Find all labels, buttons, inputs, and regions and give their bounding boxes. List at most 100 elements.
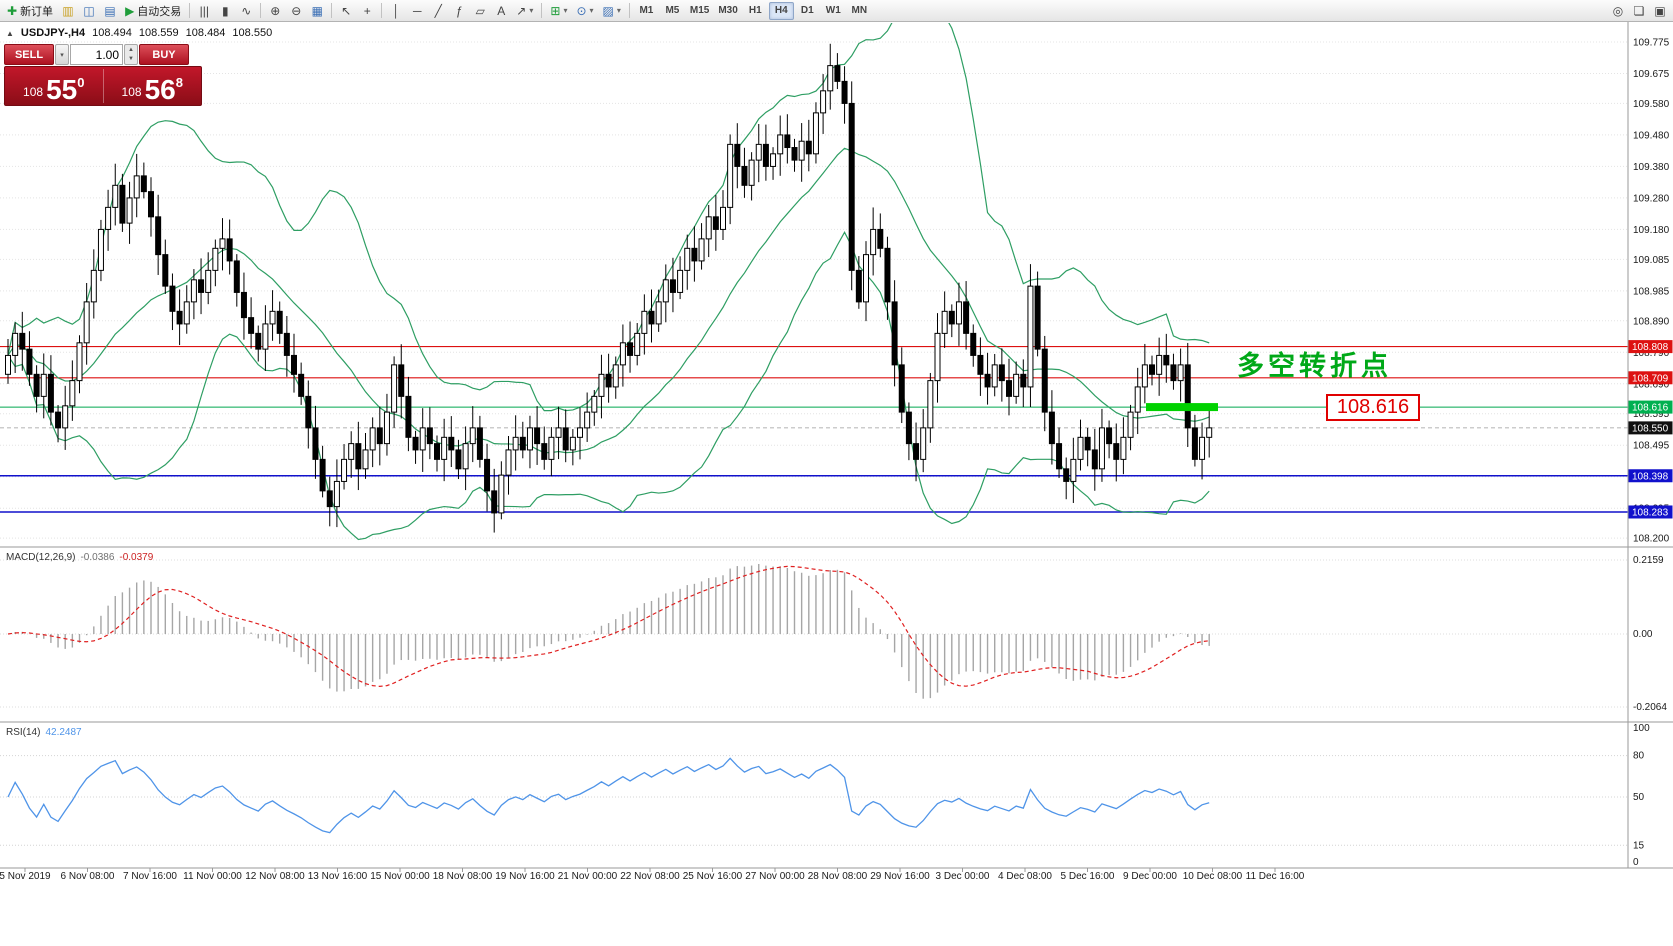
volume-stepper[interactable]: ▲ ▼ — [124, 44, 138, 65]
timeframe-h1-button[interactable]: H1 — [748, 5, 762, 16]
indicators-icon: ⊞ — [550, 3, 561, 18]
template-icon: ▨ — [602, 3, 614, 18]
turning-point-annotation: 多空转折点 — [1237, 351, 1392, 381]
timeframe-m1-button[interactable]: M1 — [639, 5, 654, 16]
level-label-108-709 — [1628, 371, 1673, 385]
cursor-button[interactable]: ↖ — [336, 2, 356, 20]
svg-text:100: 100 — [1633, 723, 1650, 734]
trendline-icon: ╱ — [434, 3, 442, 18]
timeframe-h4-button[interactable]: H4 — [768, 1, 794, 20]
chart-window-icon: ❏ — [1633, 3, 1645, 18]
svg-text:108.690: 108.690 — [1633, 379, 1670, 390]
svg-text:109.775: 109.775 — [1633, 38, 1670, 49]
highlight-zone[interactable] — [1146, 403, 1218, 412]
svg-text:109.675: 109.675 — [1633, 69, 1670, 80]
buy-price-base: 108 — [121, 85, 142, 99]
one-click-trading-panel: SELL ▾ ▲ ▼ BUY 108 55 0 108 56 8 — [4, 44, 202, 106]
shapes-button[interactable]: ▱ — [470, 2, 490, 20]
svg-text:27 Nov 00:00: 27 Nov 00:00 — [745, 871, 805, 882]
svg-text:15 Nov 00:00: 15 Nov 00:00 — [370, 871, 430, 882]
chevron-down-icon: ▾ — [616, 6, 621, 15]
bollinger-lower-band — [7, 231, 1210, 541]
buy-button[interactable]: BUY — [139, 44, 189, 65]
toolbar-separator — [189, 3, 191, 18]
zoom-out-icon: ⊖ — [291, 3, 302, 18]
svg-text:5 Nov 2019: 5 Nov 2019 — [0, 871, 51, 882]
time-axis[interactable]: 5 Nov 2019 6 Nov 08:00 7 Nov 16:00 11 Nov 0… — [0, 868, 1305, 882]
rsi-panel — [0, 755, 1628, 846]
rsi-indicator-label: RSI(14) 42.2487 — [6, 727, 82, 738]
ohlc-high: 108.559 — [138, 27, 179, 39]
indicators-button[interactable]: ⊞ ▾ — [546, 2, 571, 20]
sell-price-display[interactable]: 108 55 0 — [5, 67, 103, 105]
buy-price-display[interactable]: 108 56 8 — [104, 67, 202, 105]
svg-text:109.280: 109.280 — [1633, 193, 1670, 204]
new-order-button[interactable]: ✚ 新订单 — [3, 2, 57, 20]
level-label-108-616 — [1628, 400, 1673, 414]
timeframe-mn-button[interactable]: MN — [851, 5, 868, 16]
fibonacci-button[interactable]: ƒ — [449, 2, 469, 20]
toolbar-separator — [541, 3, 543, 18]
macd-histogram — [7, 564, 1210, 699]
navigator-button[interactable]: ▤ — [100, 2, 120, 20]
sell-price-pip: 0 — [77, 75, 85, 90]
trendline-button[interactable]: ╱ — [428, 2, 448, 20]
level-label-108-398 — [1628, 469, 1673, 483]
timeframe-w1-button[interactable]: W1 — [825, 5, 841, 16]
line-chart-button[interactable]: ∿ — [236, 2, 256, 20]
crosshair-button[interactable]: + — [357, 2, 377, 20]
level-price-annotation: 108.616 — [1326, 394, 1420, 421]
svg-text:109.380: 109.380 — [1633, 162, 1670, 173]
zoom-out-button[interactable]: ⊖ — [286, 2, 306, 20]
timeframe-d1-button[interactable]: D1 — [800, 5, 814, 16]
svg-text:3 Dec 00:00: 3 Dec 00:00 — [936, 871, 990, 882]
search-button[interactable]: ◎ — [1608, 2, 1628, 20]
auto-trading-button[interactable]: ▶ 自动交易 — [121, 2, 185, 20]
vertical-line-icon: │ — [392, 3, 401, 18]
chevron-down-icon: ▼ — [128, 56, 134, 63]
macd-main-value: -0.0386 — [80, 552, 115, 563]
collapse-triangle-icon[interactable]: ▲ — [6, 28, 14, 38]
new-chart-button[interactable]: ❏ — [1629, 2, 1649, 20]
windows-icon: ▣ — [1654, 3, 1666, 18]
toolbar-separator — [381, 3, 383, 18]
candlestick-chart-button[interactable]: ▮ — [215, 2, 235, 20]
timeframe-m30-button[interactable]: M30 — [718, 5, 738, 16]
zoom-in-button[interactable]: ⊕ — [265, 2, 285, 20]
toolbar-left-group: ✚ 新订单 ▥ ◫ ▤ ▶ 自动交易 ||| ▮ ∿ ⊕ ⊖ ▦ ↖ + │ ─ ╱ ƒ ▱ A ↗ ▾ ⊞ ▾ ⊙ ▾ ▨ ▾ — [3, 2, 625, 20]
volume-input[interactable] — [70, 44, 123, 65]
bar-chart-button[interactable]: ||| — [194, 2, 214, 20]
buy-price-pip: 8 — [175, 75, 183, 90]
svg-text:7 Nov 16:00: 7 Nov 16:00 — [123, 871, 177, 882]
svg-text:0.2159: 0.2159 — [1633, 555, 1664, 566]
vertical-line-button[interactable]: │ — [386, 2, 406, 20]
svg-text:10 Dec 08:00: 10 Dec 08:00 — [1183, 871, 1243, 882]
zoom-in-icon: ⊕ — [270, 3, 281, 18]
text-icon: A — [497, 3, 506, 18]
sell-button[interactable]: SELL — [4, 44, 54, 65]
auto-trading-button-label: 自动交易 — [137, 5, 182, 18]
text-label-button[interactable]: A — [491, 2, 511, 20]
timeframe-m5-button[interactable]: M5 — [665, 5, 680, 16]
data-window-button[interactable]: ◫ — [79, 2, 99, 20]
arrow-icon: ↗ — [516, 3, 527, 18]
ohlc-open: 108.494 — [92, 27, 132, 39]
rsi-value: 42.2487 — [45, 727, 82, 738]
horizontal-line-button[interactable]: ─ — [407, 2, 427, 20]
svg-text:28 Nov 08:00: 28 Nov 08:00 — [808, 871, 868, 882]
sell-options-dropdown[interactable]: ▾ — [55, 44, 69, 65]
toolbar-separator — [628, 3, 630, 18]
data-window-icon: ◫ — [83, 3, 95, 18]
tile-windows-button[interactable]: ▦ — [307, 2, 327, 20]
market-watch-button[interactable]: ▥ — [58, 2, 78, 20]
svg-text:109.580: 109.580 — [1633, 99, 1670, 110]
chart-canvas[interactable]: 109.775 109.675 109.580 109.480 109.380 109.2… — [0, 22, 1673, 946]
bar-chart-icon: ||| — [199, 3, 209, 18]
arrows-button[interactable]: ↗ ▾ — [512, 2, 537, 20]
timeframe-m15-button[interactable]: M15 — [689, 5, 710, 16]
svg-text:12 Nov 08:00: 12 Nov 08:00 — [245, 871, 305, 882]
price-axis[interactable]: 109.775 109.675 109.580 109.480 109.380 109.2… — [1633, 38, 1670, 869]
periods-button[interactable]: ⊙ ▾ — [572, 2, 597, 20]
templates-button[interactable]: ▨ ▾ — [599, 2, 625, 20]
window-menu-button[interactable]: ▣ — [1650, 2, 1670, 20]
